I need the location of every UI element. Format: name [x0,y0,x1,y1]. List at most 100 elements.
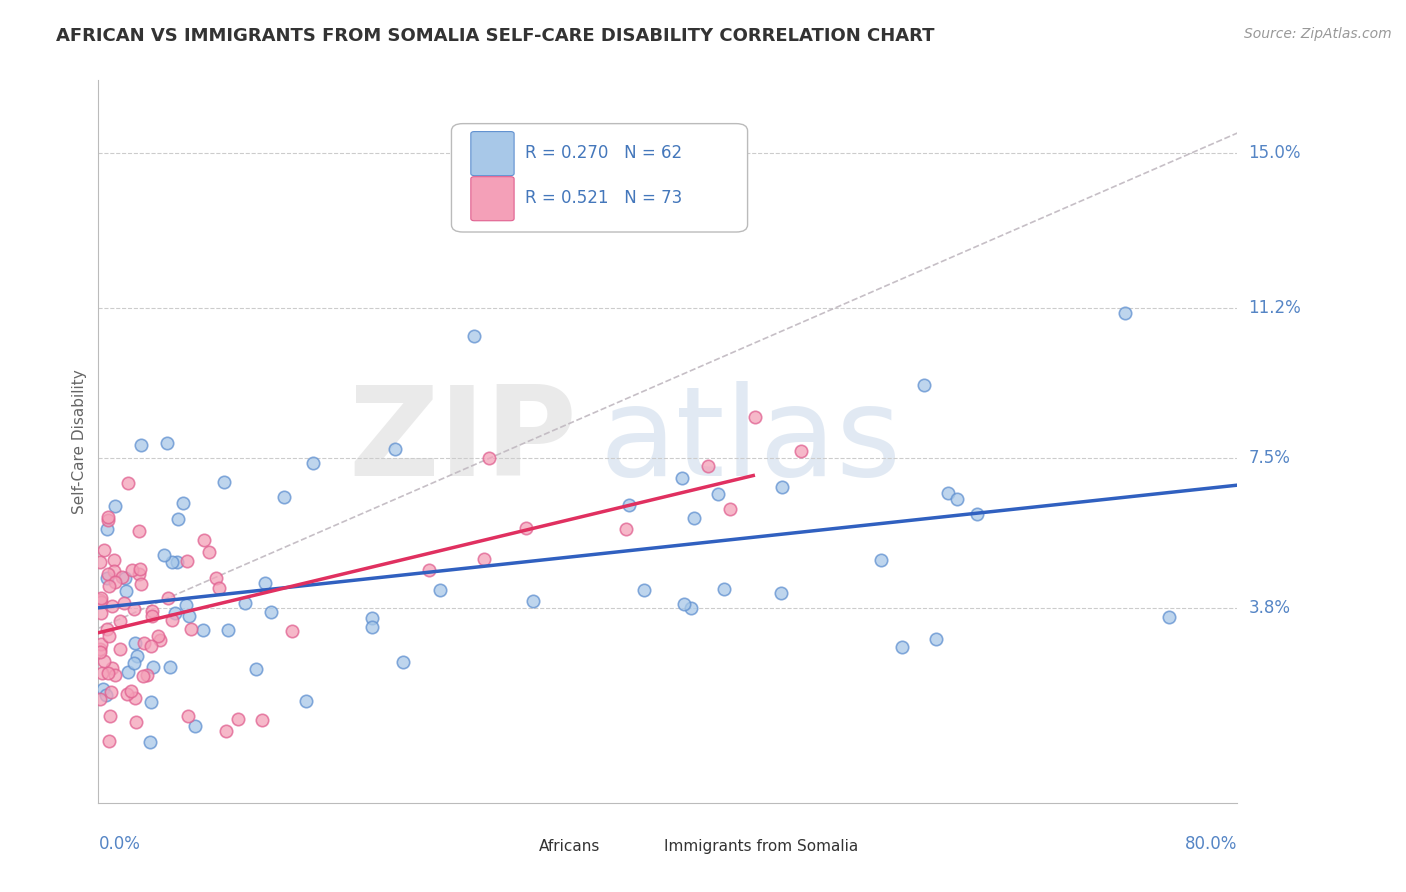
Point [91,666,114,681]
Point [925,632,948,647]
Point [117,665,139,679]
Point [226,713,249,727]
Point [478,450,501,465]
Y-axis label: Self-Care Disability: Self-Care Disability [72,369,87,514]
Point [683,510,706,524]
Point [146,629,169,643]
Point [214,475,236,490]
Point [132,669,155,683]
Point [104,575,127,590]
Point [159,660,181,674]
Point [429,582,451,597]
Point [89,593,111,607]
Point [90,606,112,620]
FancyBboxPatch shape [451,124,748,232]
Point [89,555,111,569]
Point [97,734,120,748]
Point [111,570,134,584]
Point [97,566,120,581]
Point [122,602,145,616]
Point [101,661,124,675]
Point [789,444,811,458]
Point [770,480,793,494]
Point [177,609,200,624]
Point [193,533,215,547]
Point [360,611,382,625]
Text: 15.0%: 15.0% [1249,145,1301,162]
Point [89,692,111,706]
Point [153,548,176,562]
Point [124,636,146,650]
Point [90,591,112,605]
Point [96,688,118,702]
FancyBboxPatch shape [499,830,531,863]
Point [97,629,120,643]
Point [890,640,912,655]
Point [136,668,159,682]
Point [696,458,718,473]
Point [129,577,152,591]
Point [114,583,136,598]
Point [294,694,316,708]
Point [614,522,637,536]
Text: Source: ZipAtlas.com: Source: ZipAtlas.com [1244,27,1392,41]
Point [149,632,172,647]
Point [966,507,988,521]
Point [281,624,304,639]
Point [165,606,187,620]
Point [139,639,162,653]
Point [198,544,221,558]
Point [141,695,163,709]
Point [671,471,693,485]
Point [191,624,214,638]
Point [128,524,150,538]
Point [302,456,325,470]
Point [205,571,228,585]
Point [93,542,115,557]
Point [233,596,256,610]
Point [156,591,179,605]
Point [392,656,415,670]
Point [673,597,696,611]
Text: Africans: Africans [538,838,600,854]
Point [96,622,118,636]
Point [245,662,267,676]
Point [117,476,139,491]
Point [125,714,148,729]
Point [166,512,188,526]
Point [160,613,183,627]
Point [120,684,142,698]
Point [936,486,959,500]
Point [870,553,893,567]
Point [418,563,440,577]
Point [128,567,150,582]
FancyBboxPatch shape [624,830,657,863]
Point [104,668,127,682]
Point [744,410,766,425]
Point [128,562,150,576]
Point [254,575,277,590]
Point [115,687,138,701]
Point [472,551,495,566]
Point [176,709,198,723]
Text: 7.5%: 7.5% [1249,449,1291,467]
Point [114,571,136,585]
Text: 80.0%: 80.0% [1185,835,1237,854]
Point [104,499,127,513]
Point [679,600,702,615]
Text: 0.0%: 0.0% [98,835,141,854]
Point [912,377,935,392]
Point [127,648,149,663]
Point [97,509,120,524]
Point [91,682,114,697]
Point [617,499,640,513]
Point [184,719,207,733]
Point [946,491,969,506]
Text: Immigrants from Somalia: Immigrants from Somalia [665,838,859,854]
Point [260,606,283,620]
Point [139,735,162,749]
Point [166,555,188,569]
Point [97,579,120,593]
Text: R = 0.270   N = 62: R = 0.270 N = 62 [526,145,683,162]
FancyBboxPatch shape [471,132,515,176]
